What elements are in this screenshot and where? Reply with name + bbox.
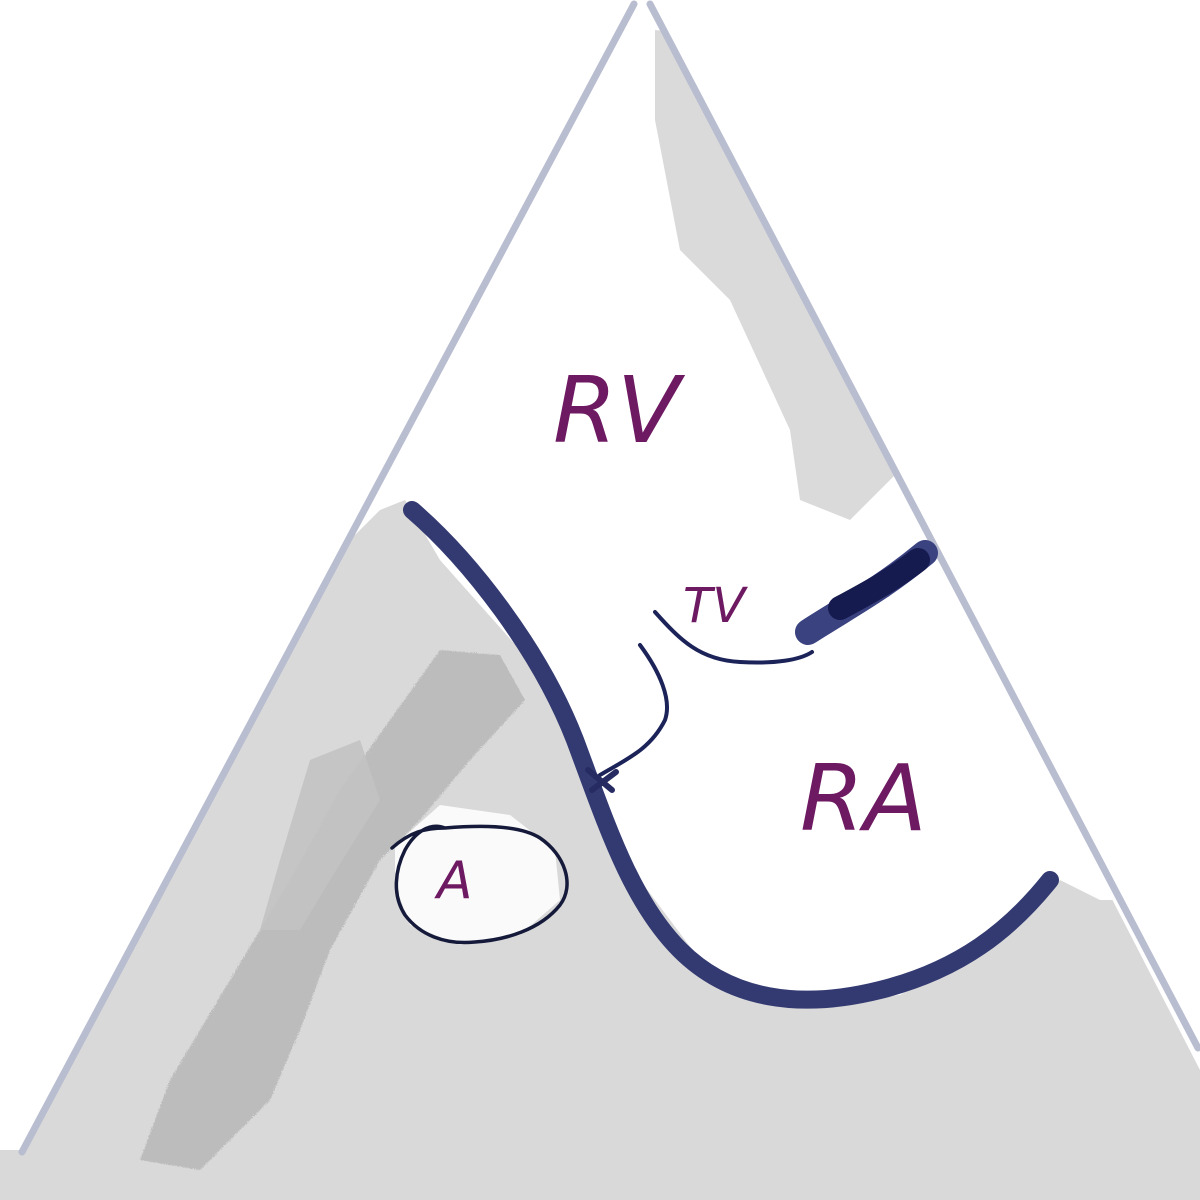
- label-ra: RA: [800, 745, 927, 852]
- tissue-layer: [0, 30, 1200, 1200]
- hinge-mark: [585, 767, 619, 793]
- right-wall-tissue: [655, 30, 900, 520]
- label-rv: RV: [553, 357, 686, 464]
- dark-tissue-streak: [140, 650, 525, 1170]
- septal-leaflet-line: [598, 643, 670, 777]
- label-a: A: [434, 851, 473, 911]
- label-tv: TV: [683, 578, 748, 634]
- structure-a-outline: [390, 824, 569, 945]
- anterior-leaflet-line: [653, 610, 814, 665]
- sector-outline: [18, 0, 1200, 1156]
- septal-wall-curve: [403, 501, 1059, 1009]
- sector-right-edge: [646, 0, 1200, 1052]
- lateral-leaflet-dark: [828, 548, 930, 620]
- pocket-around-a: [395, 805, 560, 945]
- dark-tissue-streak-2: [260, 740, 380, 930]
- sector-left-edge: [18, 0, 638, 1156]
